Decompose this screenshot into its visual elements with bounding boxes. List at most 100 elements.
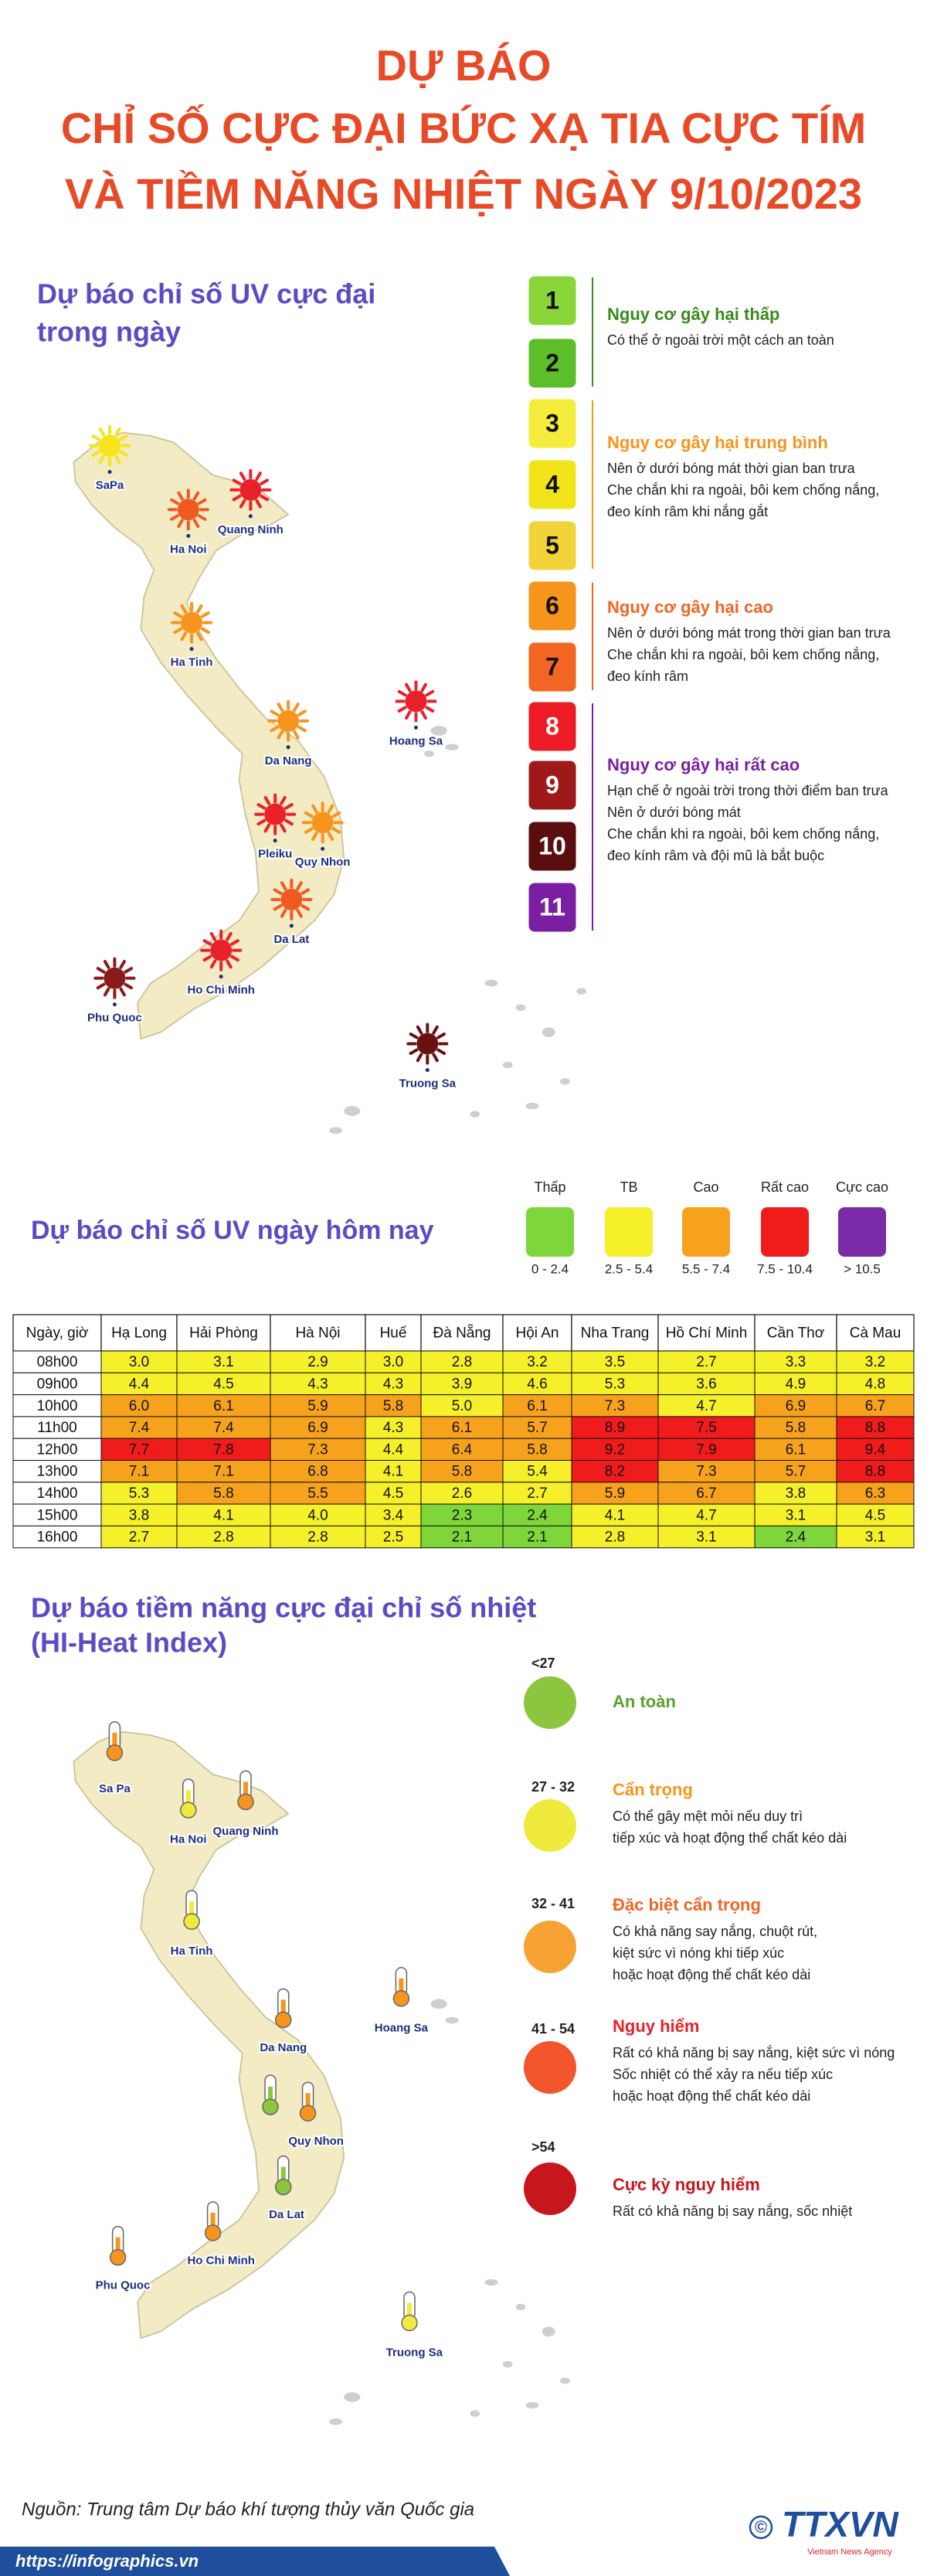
sun-icon [254, 793, 297, 835]
table-cell-bg [420, 1372, 504, 1396]
thermo-bulb [401, 2314, 418, 2332]
sun-icon [267, 699, 310, 742]
table-cell: 4.8 [865, 1376, 885, 1392]
city-label: Ha Noi [170, 1833, 207, 1846]
table-cell: 6.9 [307, 1420, 328, 1436]
table-cell-bg [657, 1503, 756, 1526]
source: Nguồn: Trung tâm Dự báo khí tượng thủy v… [22, 2499, 474, 2520]
uv-level-label: 1 [545, 286, 559, 314]
table-cell-bg [502, 1394, 572, 1417]
table-cell: 4.0 [307, 1507, 328, 1523]
heat-title: Nguy hiểm [613, 2016, 699, 2036]
thermometer-icon [180, 1778, 197, 1819]
sun-ray [260, 494, 270, 502]
table-cell: 2.8 [452, 1354, 472, 1370]
table-cell-bg [836, 1460, 915, 1483]
map-shape [73, 431, 345, 1040]
section-heading: (HI-Heat Index) [31, 1627, 227, 1659]
sun-ray [304, 827, 314, 834]
table-cell-bg [502, 1482, 572, 1505]
uv-level-box [528, 275, 577, 326]
sun-ray [173, 627, 183, 635]
table-cell-bg [754, 1372, 837, 1396]
table-cell: 3.1 [865, 1530, 885, 1546]
table-cell: 2.8 [307, 1530, 328, 1546]
legend-range: 7.5 - 10.4 [757, 1261, 813, 1276]
city-label: Da Nang [260, 2041, 307, 2054]
city-dot [289, 924, 294, 928]
table-cell: 3.2 [865, 1354, 885, 1370]
section-heading: Dự báo chỉ số UV cực đại [37, 278, 375, 310]
table-cell: 3.1 [696, 1530, 716, 1546]
sun-ray [196, 631, 203, 641]
table-cell: 6.1 [786, 1441, 806, 1458]
footer-url[interactable]: https://infographics.vn [15, 2551, 199, 2571]
sun-ray [91, 450, 101, 458]
sun-ray [327, 832, 334, 841]
sun-core [104, 967, 126, 989]
sun-ray [170, 498, 179, 505]
city-dot [321, 846, 325, 851]
sun-ray [277, 703, 284, 712]
table-cell-bg [571, 1460, 659, 1483]
sun-ray [296, 881, 303, 891]
sun-ray [239, 499, 246, 509]
sun-ray [114, 427, 121, 437]
sun-ray [96, 982, 106, 990]
sun-ray [226, 959, 233, 969]
heat-line: Rất có khả năng bị say nắng, sốc nhiệt [613, 2203, 852, 2219]
city-dot [189, 647, 194, 652]
sun-ray [170, 514, 179, 521]
heat-range: <27 [531, 1656, 555, 1671]
table-cell-bg [657, 1416, 756, 1439]
table-cell: 4.6 [527, 1376, 547, 1392]
table-header-cell [100, 1314, 178, 1352]
sun-ray [311, 804, 318, 814]
legend-range: 2.5 - 5.4 [605, 1261, 653, 1276]
sun-ray [192, 519, 200, 528]
table-row-label: 15h00 [37, 1507, 78, 1523]
heat-title: Cẩn trọng [613, 1780, 693, 1799]
map: Sa Pa Ha Noi Quang Ninh Ha Tinh Hoang Sa Da N… [73, 1721, 570, 2425]
city-dot [107, 470, 112, 475]
thermo-fill [115, 2237, 121, 2256]
sun-ray [409, 1048, 419, 1055]
heat-line: Có khả năng say nắng, chuột rút, [613, 1923, 817, 1939]
table-cell-bg [502, 1503, 572, 1526]
heat-swatch [524, 1921, 576, 1973]
table-cell-bg [657, 1372, 756, 1396]
table-cell-bg [270, 1503, 366, 1526]
table-cell-bg [100, 1460, 178, 1483]
sun-ray [192, 491, 200, 501]
group-line: Nên ở dưới bóng mát trong thời gian ban … [607, 625, 891, 641]
city-dot [425, 1067, 430, 1072]
table-cell-bg [12, 1438, 102, 1461]
table-cell-bg [571, 1372, 659, 1396]
thermo-fill [280, 1999, 286, 2019]
table-cell: 2.4 [527, 1507, 548, 1523]
table-cell: 3.6 [696, 1376, 716, 1392]
group-line: Che chắn khi ra ngoài, bôi kem chống nắn… [607, 482, 879, 498]
city-dot [112, 1002, 117, 1007]
table-cell: 5.9 [307, 1398, 328, 1414]
thermo-fill [280, 2166, 286, 2186]
table-cell: 2.8 [213, 1530, 233, 1546]
city-label: Ho Chi Minh [187, 2254, 254, 2268]
table-cell: 8.2 [605, 1464, 625, 1480]
table-header: Hồ Chí Minh [666, 1325, 748, 1342]
thermo-bulb [299, 2105, 317, 2122]
sun-ray [124, 967, 134, 974]
table-cell: 4.5 [865, 1507, 885, 1523]
table-cell-bg [270, 1525, 366, 1549]
city-dot [248, 514, 253, 519]
sun-ray [103, 959, 110, 969]
sun-ray [297, 710, 307, 716]
thermometer-icon [262, 2074, 279, 2115]
table-cell: 4.3 [307, 1376, 328, 1392]
city-label: Ha Tinh [171, 1945, 213, 1958]
logo-sub: Vietnam News Agency [807, 2547, 892, 2557]
legend-name: TB [620, 1179, 637, 1195]
thermometer-icon [204, 2201, 222, 2241]
heat-line: tiếp xúc và hoạt động thể chất kéo dài [613, 1830, 847, 1846]
table-cell-bg [754, 1503, 837, 1526]
